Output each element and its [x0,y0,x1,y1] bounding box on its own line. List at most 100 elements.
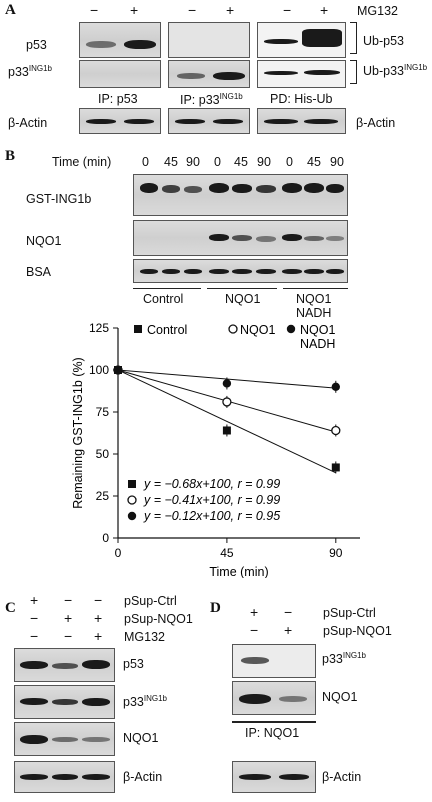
time-tick: 0 [214,155,221,169]
blot-a-pd-top [257,22,346,58]
blot-a-ip-p33-bottom [168,60,250,88]
sign: + [94,610,103,626]
condition-label: pSup-Ctrl [124,594,177,608]
sign: − [283,2,292,18]
sign: + [94,628,103,644]
group-label-nqo1: NQO1 [225,292,261,306]
row-label-nqo1: NQO1 [322,690,358,704]
fit-equation: y = −0.41x+100, r = 0.99 [143,493,280,507]
row-label-nqo1: NQO1 [123,731,159,745]
sign: − [188,2,197,18]
sign: − [64,592,73,608]
mg132-label: MG132 [357,4,398,18]
condition-label: MG132 [124,630,165,644]
blot-c-p33 [14,685,115,719]
blot-a-actin-2 [168,108,250,134]
ip-underline [232,721,316,723]
data-point-nqo1-nadh [331,382,340,391]
blot-d-nqo1 [232,681,316,715]
time-tick: 0 [286,155,293,169]
equation-marker [127,511,137,521]
degradation-chart: 0 25 50 75 100 125 0 45 90 Time (min) Remaining GS… [71,321,360,578]
panel-d-letter: D [210,600,221,616]
ip-p33-label: IP: p33ING1b [180,92,243,108]
blot-c-p53 [14,648,115,682]
data-point-nqo1-nadh [222,379,232,388]
row-label-actin: β-Actin [123,770,163,784]
blot-a-ip-p53-bottom [79,60,161,88]
legend-marker-control [134,325,142,333]
equation-marker [127,495,137,505]
data-point-control [331,463,340,472]
blot-a-ip-p53-top [79,22,161,58]
row-label-gst-ing1b: GST-ING1b [26,192,92,206]
group-label-nqo1-nadh-2: NADH [296,306,332,320]
bracket-ub-p53 [350,22,357,54]
time-tick: 90 [186,155,200,169]
blot-b-nqo1 [133,220,348,256]
panel-a-letter: A [5,2,16,18]
legend-label-nqo1-nadh: NQO1 [300,323,335,337]
legend-label-nqo1: NQO1 [240,323,275,337]
blot-d-p33 [232,644,316,678]
data-point-nqo1 [331,425,341,436]
y-tick-label: 50 [96,447,110,461]
pd-his-ub-label: PD: His-Ub [270,92,333,106]
blot-a-ip-p33-top [168,22,250,58]
sign: + [320,2,329,18]
sign: − [90,2,99,18]
group-underline-nqo1 [207,288,277,289]
y-axis-label: Remaining GST-ING1b (%) [71,357,85,508]
actin-label-right: β-Actin [356,116,396,130]
row-label-p33ing1b: p33ING1b [322,651,366,667]
legend-label-control: Control [147,323,187,337]
sign: + [64,610,73,626]
blot-c-actin [14,761,115,793]
time-tick: 90 [330,155,344,169]
time-tick: 0 [142,155,149,169]
sign: − [30,610,39,626]
sign: + [250,604,259,620]
sign: + [30,592,39,608]
fit-equation: y = −0.68x+100, r = 0.99 [143,477,280,491]
group-label-control: Control [143,292,184,306]
group-label-nqo1-nadh-1: NQO1 [296,292,332,306]
data-point-nqo1 [222,397,232,407]
group-underline-control [133,288,201,289]
x-axis-label: Time (min) [209,565,268,578]
fit-equation: y = −0.12x+100, r = 0.95 [143,509,280,523]
row-label-p33ing1b: p33ING1b [8,64,52,80]
blot-b-bsa [133,259,348,283]
actin-label-left: β-Actin [8,116,48,130]
row-label-actin: β-Actin [322,770,362,784]
panel-b-letter: B [5,148,16,164]
y-tick-label: 125 [89,321,109,335]
blot-a-actin-3 [257,108,346,134]
equation-marker [128,480,136,488]
bracket-ub-p33 [350,60,357,84]
sign: + [284,622,293,638]
time-label: Time (min) [52,155,112,169]
row-label-p53: p53 [123,657,144,671]
row-label-nqo1: NQO1 [26,234,62,248]
y-tick-label: 100 [89,363,109,377]
time-tick: 90 [257,155,271,169]
condition-label: pSup-Ctrl [323,606,376,620]
y-tick-label: 75 [96,405,110,419]
x-tick-label: 0 [115,546,122,560]
sign: − [284,604,293,620]
time-tick: 45 [234,155,248,169]
time-tick: 45 [164,155,178,169]
legend-marker-nqo1 [228,324,238,334]
sign: − [30,628,39,644]
legend-label-nadh: NADH [300,337,335,351]
sign: + [226,2,235,18]
blot-b-gst-ing1b [133,174,348,216]
row-label-p53: p53 [26,38,47,52]
group-underline-nqo1-nadh [283,288,348,289]
blot-d-actin [232,761,316,793]
sign: − [250,622,259,638]
ub-p33-label: Ub-p33ING1b [363,63,428,79]
ub-p53-label: Ub-p53 [363,34,404,48]
x-tick-label: 90 [329,546,343,560]
